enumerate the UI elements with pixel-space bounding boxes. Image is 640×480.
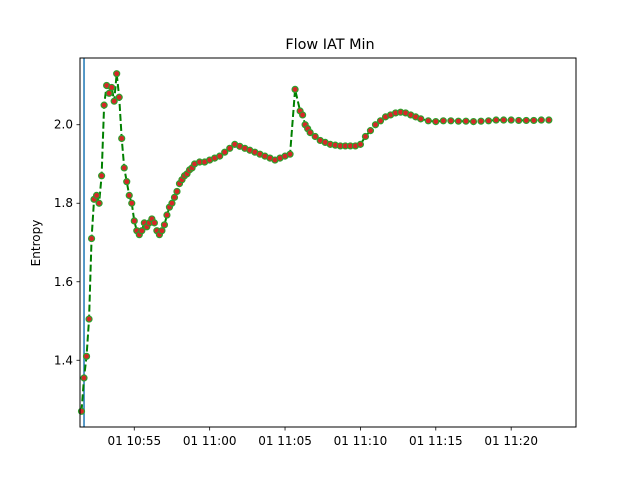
data-point bbox=[522, 116, 530, 125]
data-point bbox=[500, 116, 508, 124]
data-point bbox=[128, 199, 136, 207]
data-point bbox=[507, 116, 515, 124]
axes: 1.4 1.6 1.8 2.0 01 10:55 01 11:00 01 11:05 01 1… bbox=[54, 57, 577, 448]
data-point bbox=[371, 121, 380, 129]
x-tick-label: 01 11:00 bbox=[183, 434, 237, 448]
y-tick-label: 1.4 bbox=[54, 353, 73, 367]
axes-frame bbox=[79, 57, 577, 428]
data-point bbox=[291, 85, 299, 94]
plot-area bbox=[77, 58, 553, 427]
data-point bbox=[311, 132, 319, 141]
data-point bbox=[123, 178, 131, 186]
data-point bbox=[120, 164, 128, 172]
data-point bbox=[545, 116, 553, 124]
data-point bbox=[160, 221, 169, 229]
data-point bbox=[221, 148, 229, 156]
data-point bbox=[537, 116, 545, 124]
data-point bbox=[439, 117, 447, 125]
x-tick-label: 01 11:05 bbox=[258, 434, 312, 448]
data-point bbox=[530, 116, 538, 125]
data-point bbox=[447, 117, 455, 125]
data-point bbox=[113, 70, 121, 78]
data-point bbox=[92, 191, 101, 199]
data-point bbox=[417, 115, 425, 123]
chart-title: Flow IAT Min bbox=[285, 37, 374, 53]
data-point bbox=[110, 97, 118, 105]
data-point bbox=[130, 217, 138, 225]
x-tick-label: 01 11:10 bbox=[334, 434, 388, 448]
data-point bbox=[356, 140, 365, 148]
data-point bbox=[477, 117, 485, 125]
data-point bbox=[469, 117, 478, 126]
y-tick-label: 1.6 bbox=[54, 275, 73, 289]
data-point bbox=[484, 117, 493, 125]
data-point bbox=[366, 127, 375, 135]
data-point bbox=[118, 134, 126, 143]
data-point bbox=[150, 219, 158, 227]
data-point bbox=[82, 352, 91, 360]
x-tick-label: 01 10:55 bbox=[107, 434, 161, 448]
data-point bbox=[108, 83, 116, 92]
data-point bbox=[163, 211, 171, 219]
data-point bbox=[306, 128, 314, 137]
data-point bbox=[168, 199, 176, 207]
data-point bbox=[286, 150, 294, 158]
data-point bbox=[361, 132, 370, 141]
data-point bbox=[98, 172, 106, 180]
data-point bbox=[105, 89, 113, 97]
data-point bbox=[170, 193, 179, 201]
data-point bbox=[515, 116, 523, 125]
data-point bbox=[125, 191, 133, 199]
data-point bbox=[492, 116, 500, 124]
data-point bbox=[158, 227, 166, 235]
data-point bbox=[85, 315, 93, 323]
data-point bbox=[95, 199, 103, 207]
data-point bbox=[138, 227, 146, 235]
data-point bbox=[77, 407, 86, 415]
data-point bbox=[432, 117, 440, 126]
data-point bbox=[226, 144, 234, 152]
data-point bbox=[87, 234, 96, 243]
data-point bbox=[100, 101, 108, 109]
x-tick-label: 01 11:20 bbox=[484, 434, 538, 448]
data-point bbox=[80, 374, 88, 382]
data-point bbox=[454, 117, 463, 125]
y-tick-label: 2.0 bbox=[54, 118, 73, 132]
data-point bbox=[376, 117, 385, 125]
data-point bbox=[299, 111, 307, 119]
data-point bbox=[216, 152, 224, 160]
x-tick-label: 01 11:15 bbox=[409, 434, 463, 448]
y-tick-label: 1.8 bbox=[54, 196, 73, 210]
y-axis-label: Entropy bbox=[29, 220, 43, 267]
data-point bbox=[173, 187, 181, 196]
data-point bbox=[462, 117, 470, 125]
data-point bbox=[115, 93, 123, 101]
data-point bbox=[424, 117, 432, 125]
